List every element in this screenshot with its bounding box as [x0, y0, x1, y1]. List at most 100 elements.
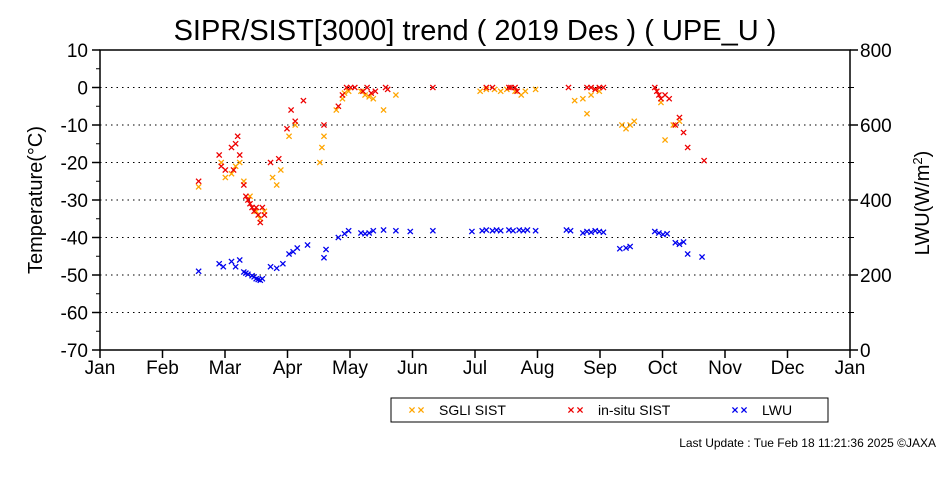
legend-marker	[417, 406, 425, 414]
data-point	[236, 256, 243, 264]
data-point	[672, 239, 679, 246]
y2-tick-label: 600	[860, 116, 892, 137]
series-in-situ-sist	[195, 84, 708, 226]
x-tick-label: Sep	[583, 358, 617, 379]
data-point	[372, 88, 379, 95]
data-point	[230, 166, 237, 174]
data-point	[216, 260, 223, 267]
legend-marker	[408, 406, 416, 414]
data-point	[627, 243, 634, 250]
data-point	[429, 84, 436, 91]
data-point	[701, 157, 708, 164]
data-point	[655, 91, 662, 99]
data-point	[651, 228, 658, 235]
series-sgli-sist	[195, 86, 683, 222]
data-point	[489, 84, 496, 91]
data-point	[195, 178, 202, 185]
data-point	[532, 86, 539, 93]
chart-title: SIPR/SIST[3000] trend ( 2019 Des ) ( UPE…	[174, 15, 777, 47]
data-point	[244, 196, 252, 204]
data-point	[322, 246, 330, 253]
data-point	[370, 95, 377, 102]
data-point	[600, 84, 607, 91]
data-point	[509, 227, 517, 234]
data-point	[505, 84, 512, 91]
x-tick-label: Jul	[463, 358, 487, 379]
data-points	[195, 84, 708, 284]
data-point	[380, 226, 387, 234]
legend-label: SGLI SIST	[439, 402, 506, 418]
data-point	[259, 204, 266, 211]
data-point	[216, 151, 223, 159]
data-point	[351, 84, 358, 91]
y-tick-label: 10	[67, 41, 88, 62]
data-point	[497, 227, 504, 234]
data-point	[318, 144, 325, 151]
data-point	[362, 91, 369, 99]
data-point	[366, 93, 373, 100]
data-point	[483, 84, 490, 91]
data-point	[294, 244, 301, 252]
data-point	[279, 260, 286, 267]
data-point	[565, 84, 572, 91]
data-point	[588, 84, 595, 91]
data-point	[316, 159, 323, 166]
data-point	[300, 97, 307, 104]
data-point	[255, 211, 262, 219]
data-point	[653, 88, 660, 95]
y-tick-label: -30	[61, 191, 88, 212]
legend-marker	[567, 406, 575, 414]
y-tick-label: -20	[61, 154, 88, 175]
x-tick-label: Apr	[273, 358, 303, 379]
data-point	[666, 95, 673, 102]
data-point	[285, 133, 293, 140]
data-point	[662, 136, 669, 144]
x-tick-label: Feb	[146, 358, 179, 379]
data-point	[261, 211, 268, 219]
data-point	[320, 133, 328, 140]
data-point	[698, 253, 706, 261]
x-tick-label: Nov	[708, 358, 742, 379]
data-point	[222, 166, 229, 174]
data-point	[468, 228, 475, 235]
data-point	[259, 275, 266, 282]
data-point	[664, 230, 671, 237]
x-tick-labels: Jan Feb Mar Apr May Jun Jul Aug Sep Oct Nov Dec Jan	[85, 358, 866, 379]
data-point	[341, 230, 348, 237]
x-tick-label: May	[332, 358, 368, 379]
data-point	[320, 121, 328, 129]
data-point	[240, 181, 247, 189]
data-point	[195, 268, 202, 275]
data-point	[583, 110, 591, 117]
data-point	[345, 88, 352, 95]
data-point	[228, 170, 235, 177]
y-tick-label: -10	[61, 116, 88, 137]
data-point	[246, 200, 254, 207]
data-point	[483, 226, 490, 234]
legend-box	[390, 397, 829, 423]
data-point	[345, 227, 352, 234]
data-point	[588, 229, 595, 236]
gridlines	[100, 87, 850, 313]
data-point	[684, 250, 691, 258]
data-point	[579, 229, 586, 237]
data-point	[392, 91, 399, 99]
y2-tick-label: 200	[860, 266, 892, 287]
y-tick-label: -40	[61, 229, 88, 250]
data-point	[651, 84, 658, 91]
data-point	[670, 121, 677, 129]
x-tick-label: Dec	[771, 358, 805, 379]
data-point	[514, 88, 521, 95]
data-point	[267, 263, 274, 270]
legend-label: in-situ SIST	[598, 402, 671, 418]
y-tick-label: -50	[61, 266, 88, 287]
y-tick-labels: 10 0 -10 -20 -30 -40 -50 -60 -70	[61, 41, 88, 362]
data-point	[571, 97, 578, 104]
data-point	[676, 114, 683, 121]
data-point	[275, 155, 282, 162]
data-point	[232, 263, 239, 270]
data-point	[631, 118, 638, 125]
data-point	[600, 229, 607, 236]
data-point	[335, 103, 342, 110]
